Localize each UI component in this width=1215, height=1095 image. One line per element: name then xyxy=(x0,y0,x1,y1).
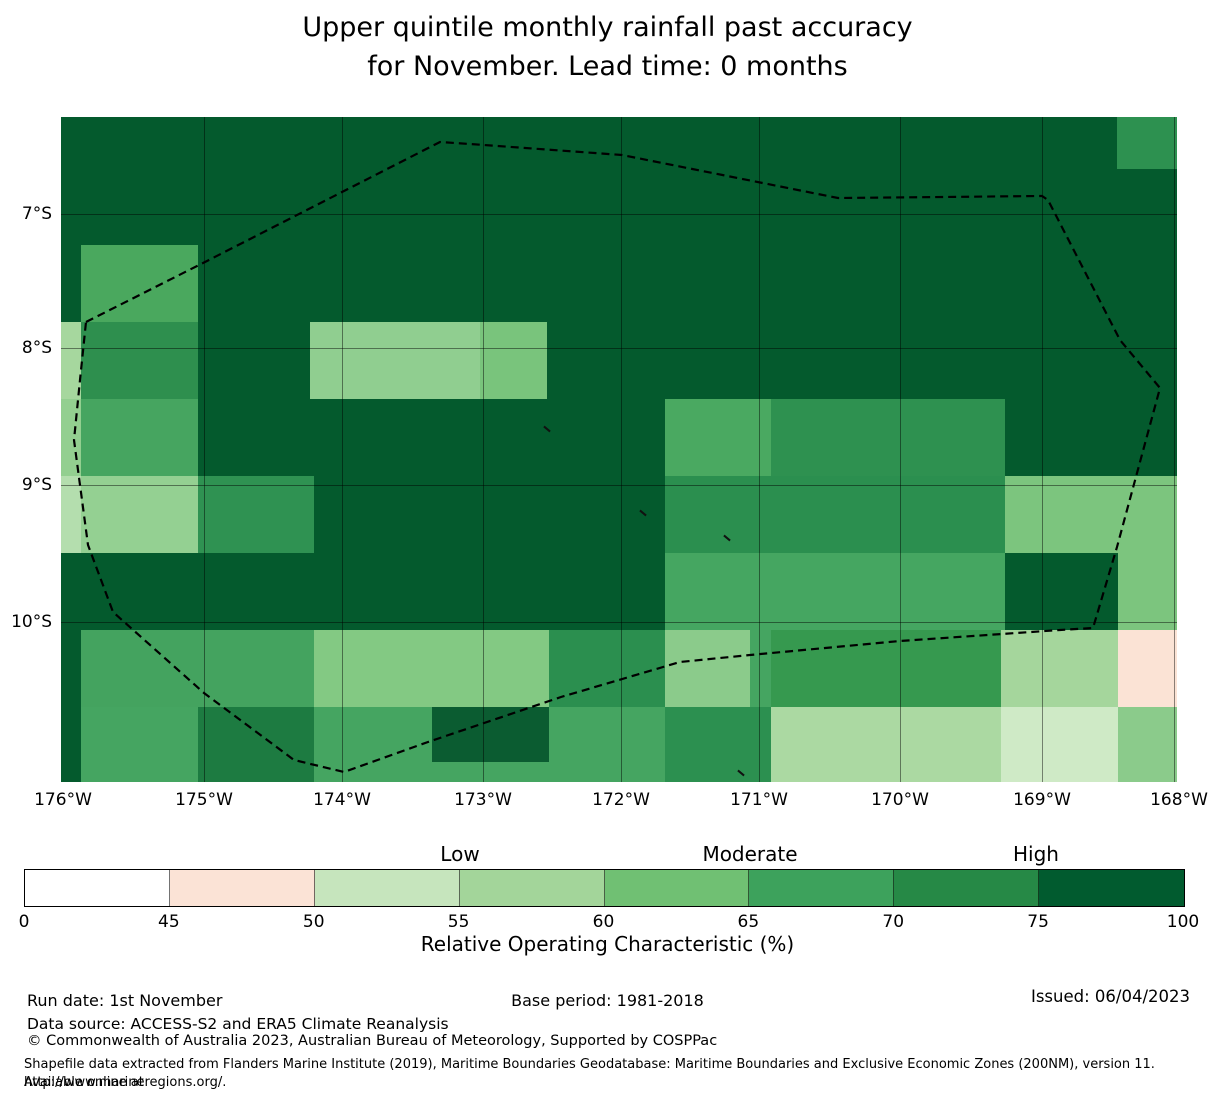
map-cell xyxy=(61,476,81,553)
map-cell xyxy=(81,322,198,399)
chart-title-line2: for November. Lead time: 0 months xyxy=(367,51,848,82)
map-cell xyxy=(1118,630,1177,707)
map-cell xyxy=(665,630,750,707)
gridline-vertical xyxy=(759,117,760,782)
map-cell xyxy=(1001,630,1118,707)
map-cell xyxy=(480,322,547,399)
eez-boundary-line xyxy=(72,140,1162,774)
map-cell xyxy=(771,399,1005,476)
colorbar-segment xyxy=(749,870,895,906)
lon-tick-label: 173°W xyxy=(454,790,512,810)
map-cell xyxy=(771,707,1001,782)
lat-tick-label: 7°S xyxy=(21,204,52,224)
map-cell xyxy=(81,630,314,707)
map-cell xyxy=(310,322,480,399)
colorbar-segment xyxy=(169,870,315,906)
map-cell xyxy=(81,245,198,322)
map-cell xyxy=(750,630,771,707)
colorbar-tick-label: 45 xyxy=(158,912,180,932)
colorbar xyxy=(24,869,1185,907)
colorbar-tick-label: 65 xyxy=(737,912,760,932)
colorbar-tick-label: 75 xyxy=(1027,912,1049,932)
colorbar-class-label: High xyxy=(1013,842,1059,866)
map-cell xyxy=(198,707,314,782)
lat-tick-label: 8°S xyxy=(21,338,52,358)
map-cell xyxy=(314,707,432,782)
colorbar-tick-label: 100 xyxy=(1166,912,1200,932)
gridline-vertical xyxy=(621,117,622,782)
lon-tick-label: 171°W xyxy=(730,790,788,810)
colorbar-class-label: Moderate xyxy=(702,842,798,866)
colorbar-segment xyxy=(314,870,460,906)
lat-tick-label: 10°S xyxy=(11,612,52,632)
map-cell xyxy=(432,762,549,782)
colorbar-tick-label: 60 xyxy=(592,912,615,932)
lon-tick-label: 172°W xyxy=(592,790,650,810)
gridline-vertical xyxy=(1174,117,1175,782)
issued-date-text: Issued: 06/04/2023 xyxy=(1030,987,1190,1006)
shapefile-attribution-line1: Shapefile data extracted from Flanders M… xyxy=(24,1057,1155,1090)
colorbar-tick-label: 0 xyxy=(18,912,30,932)
gridline-vertical xyxy=(204,117,205,782)
map-cell xyxy=(665,707,771,782)
lon-tick-label: 175°W xyxy=(175,790,233,810)
colorbar-tick-label: 50 xyxy=(302,912,325,932)
map-cell xyxy=(1118,707,1177,782)
lon-tick-label: 170°W xyxy=(871,790,929,810)
map-cell xyxy=(549,707,665,782)
map-cell xyxy=(61,322,81,399)
colorbar-segment xyxy=(1039,870,1184,906)
map-cell xyxy=(1117,117,1177,169)
colorbar-tick-label: 55 xyxy=(447,912,470,932)
lon-tick-label: 174°W xyxy=(313,790,371,810)
colorbar-segment xyxy=(25,870,170,906)
colorbar-segment xyxy=(459,870,605,906)
map-cell xyxy=(1005,476,1177,553)
map-cell xyxy=(198,476,314,553)
shapefile-attribution-line2: http://www.marineregions.org/. xyxy=(24,1075,227,1090)
data-source-text: Data source: ACCESS-S2 and ERA5 Climate … xyxy=(27,1015,449,1033)
map-cell xyxy=(81,707,198,782)
map-cell xyxy=(81,399,198,476)
map-cell xyxy=(665,553,1005,630)
gridline-horizontal xyxy=(61,214,1177,215)
gridline-horizontal xyxy=(61,485,1177,486)
gridline-vertical xyxy=(342,117,343,782)
map-cell xyxy=(771,630,1001,707)
eez-boundary-layer xyxy=(72,140,1162,774)
map-cell xyxy=(549,630,665,707)
lon-tick-label: 169°W xyxy=(1013,790,1071,810)
colorbar-segment xyxy=(604,870,750,906)
map-cell xyxy=(81,476,198,553)
colorbar-segment xyxy=(894,870,1040,906)
lat-tick-label: 9°S xyxy=(21,475,52,495)
copyright-text: © Commonwealth of Australia 2023, Austra… xyxy=(27,1033,718,1049)
gridline-horizontal xyxy=(61,622,1177,623)
base-period-text: Base period: 1981-2018 xyxy=(511,991,704,1010)
gridline-vertical xyxy=(900,117,901,782)
colorbar-class-label: Low xyxy=(440,842,480,866)
chart-title-line1: Upper quintile monthly rainfall past acc… xyxy=(302,12,913,43)
map-cell xyxy=(1118,553,1177,630)
run-date-text: Run date: 1st November xyxy=(27,991,223,1010)
colorbar-tick-label: 70 xyxy=(882,912,905,932)
colorbar-axis-label: Relative Operating Characteristic (%) xyxy=(420,932,795,956)
lon-tick-label: 168°W xyxy=(1150,790,1208,810)
map-cell xyxy=(665,476,1005,553)
lon-tick-label: 176°W xyxy=(34,790,92,810)
map-cell xyxy=(314,630,549,707)
gridline-vertical xyxy=(1042,117,1043,782)
gridline-horizontal xyxy=(61,348,1177,349)
map-cell xyxy=(1001,707,1118,782)
roc-map xyxy=(61,117,1177,782)
gridline-vertical xyxy=(483,117,484,782)
map-cell xyxy=(665,399,771,476)
